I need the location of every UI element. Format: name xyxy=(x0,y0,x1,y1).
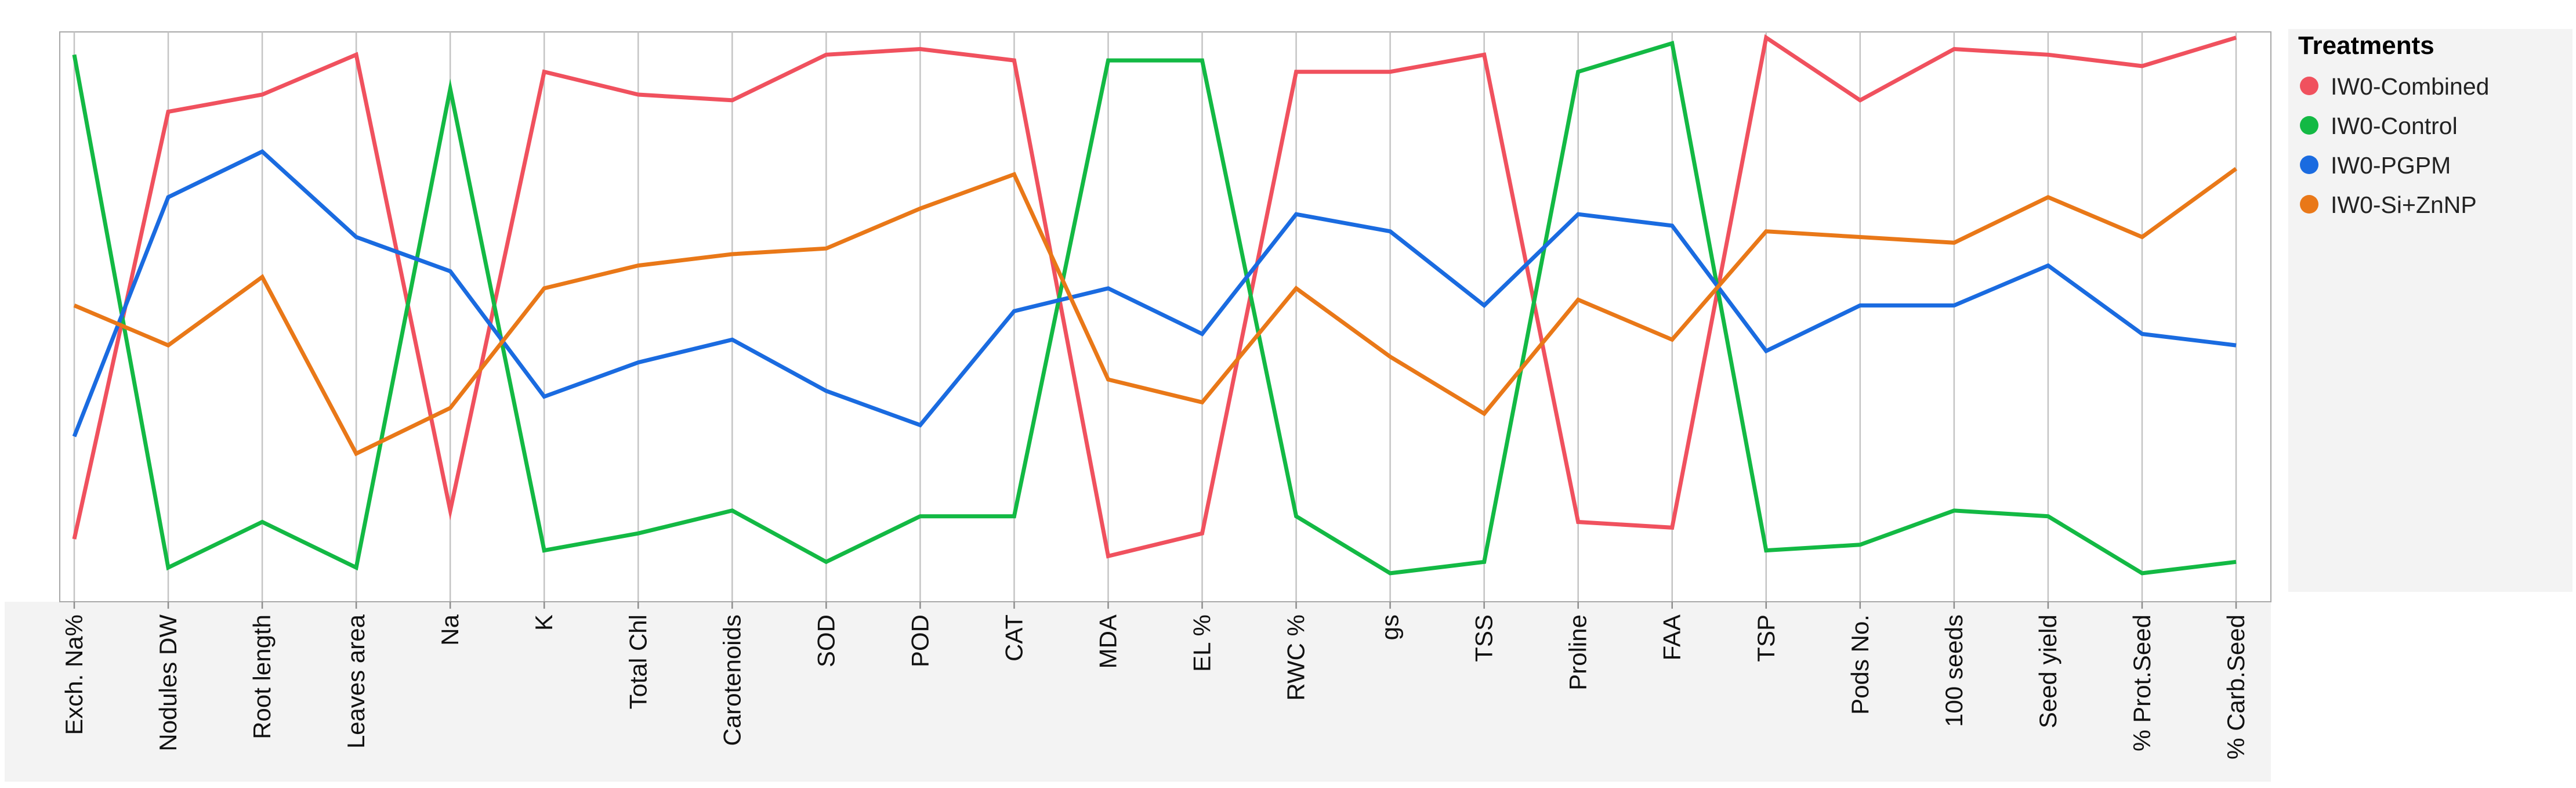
x-tick-label: Total Chl xyxy=(624,615,651,709)
x-tick-label: Seed yield xyxy=(2034,615,2061,728)
series-line-iw0-si-znnp xyxy=(73,167,2238,457)
x-tick-label: % Prot.Seed xyxy=(2128,615,2155,751)
legend-label: IW0-Combined xyxy=(2331,73,2489,100)
legend-marker xyxy=(2300,116,2318,135)
x-tick-label: K xyxy=(530,615,557,631)
x-tick-label: CAT xyxy=(1000,615,1027,662)
x-tick-label: FAA xyxy=(1658,615,1686,660)
series-line-iw0-control xyxy=(72,41,2237,576)
x-tick-label: MDA xyxy=(1094,615,1121,668)
legend-item: IW0-Combined xyxy=(2300,73,2489,100)
plot-area xyxy=(59,31,2271,602)
legend-background xyxy=(2288,29,2573,592)
legend-item: IW0-Control xyxy=(2300,113,2458,139)
x-tick-label: Nodules DW xyxy=(154,615,182,751)
legend-item: IW0-Si+ZnNP xyxy=(2300,191,2477,218)
legend-item: IW0-PGPM xyxy=(2300,152,2451,179)
legend-marker xyxy=(2300,195,2318,214)
series-line-iw0-pgpm xyxy=(72,149,2237,438)
x-tick-label: Pods No. xyxy=(1846,615,1874,715)
legend-marker xyxy=(2300,77,2318,95)
xaxis-label-background xyxy=(5,602,2271,782)
x-tick-label: Root length xyxy=(248,615,276,739)
x-tick-label: Proline xyxy=(1564,615,1592,691)
x-tick-label: Na xyxy=(436,614,463,645)
x-tick-label: POD xyxy=(906,615,933,667)
x-tick-label: EL % xyxy=(1189,615,1216,672)
x-tick-label: TSP xyxy=(1752,615,1780,662)
x-tick-label: % Carb.Seed xyxy=(2222,615,2249,760)
series-line-iw0-combined xyxy=(72,34,2237,559)
x-tick-label: RWC % xyxy=(1282,615,1310,701)
x-tick-label: Leaves area xyxy=(342,614,369,749)
legend-label: IW0-Control xyxy=(2331,113,2458,139)
legend-marker xyxy=(2300,156,2318,174)
x-tick-label: Carotenoids xyxy=(718,615,745,746)
x-tick-label: TSS xyxy=(1470,615,1498,662)
legend-label: IW0-PGPM xyxy=(2331,152,2451,179)
x-tick-label: gs xyxy=(1376,615,1404,640)
x-tick-label: 100 seeds xyxy=(1940,615,1968,727)
legend-title: Treatments xyxy=(2298,31,2434,60)
x-tick-label: SOD xyxy=(812,615,839,667)
x-tick-label: Exch. Na% xyxy=(60,615,88,735)
legend-label: IW0-Si+ZnNP xyxy=(2331,191,2477,218)
